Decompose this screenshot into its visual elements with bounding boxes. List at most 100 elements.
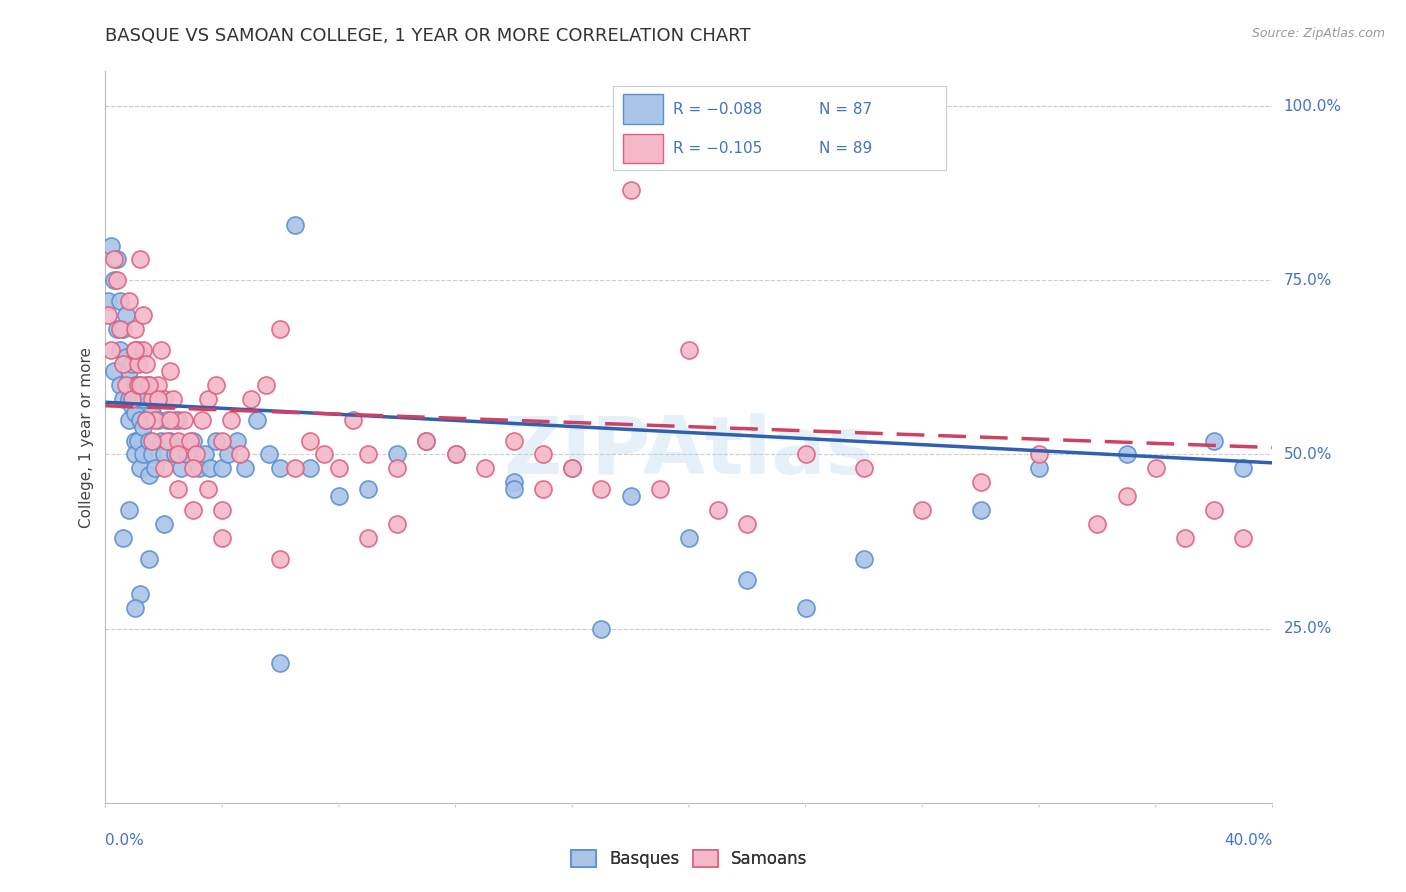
Point	[197, 392, 219, 406]
Point	[314, 448, 336, 462]
Point	[146, 392, 169, 406]
Point	[591, 622, 613, 636]
Text: ZIPAtlas: ZIPAtlas	[503, 413, 875, 491]
Point	[219, 412, 242, 426]
Point	[124, 343, 146, 357]
Point	[173, 412, 195, 426]
Point	[105, 252, 128, 267]
Point	[135, 412, 157, 426]
Point	[561, 461, 583, 475]
Point	[911, 503, 934, 517]
Point	[217, 448, 239, 462]
Point	[444, 448, 467, 462]
Point	[531, 483, 554, 497]
Point	[103, 364, 125, 378]
Point	[129, 587, 152, 601]
Point	[194, 448, 217, 462]
Point	[132, 392, 155, 406]
Point	[415, 434, 437, 448]
Point	[124, 434, 146, 448]
Point	[103, 273, 125, 287]
Point	[118, 503, 141, 517]
Point	[269, 657, 292, 671]
Point	[561, 461, 583, 475]
Point	[149, 434, 172, 448]
Point	[111, 322, 134, 336]
Point	[619, 183, 641, 197]
Point	[105, 273, 128, 287]
Point	[152, 461, 174, 475]
Point	[205, 377, 228, 392]
Point	[143, 412, 166, 426]
Point	[225, 434, 247, 448]
Point	[132, 308, 155, 322]
Point	[127, 392, 149, 406]
Point	[156, 412, 179, 426]
Point	[100, 343, 122, 357]
Point	[179, 434, 201, 448]
Point	[648, 483, 671, 497]
Point	[794, 448, 817, 462]
Point	[124, 600, 146, 615]
Point	[146, 412, 169, 426]
Point	[211, 461, 233, 475]
Point	[502, 475, 524, 490]
Point	[135, 377, 157, 392]
Point	[118, 392, 141, 406]
Point	[852, 461, 875, 475]
Point	[342, 412, 364, 426]
Point	[118, 294, 141, 309]
Point	[129, 377, 152, 392]
Point	[357, 448, 380, 462]
Point	[284, 461, 307, 475]
Point	[115, 350, 138, 364]
Point	[138, 434, 160, 448]
Point	[176, 448, 198, 462]
Point	[124, 322, 146, 336]
Point	[1174, 531, 1197, 545]
Point	[969, 475, 991, 490]
Point	[240, 392, 263, 406]
Point	[167, 412, 190, 426]
Point	[152, 448, 174, 462]
Point	[737, 517, 759, 532]
Point	[132, 419, 155, 434]
Point	[269, 461, 292, 475]
Point	[118, 412, 141, 426]
Point	[159, 434, 181, 448]
Point	[97, 294, 120, 309]
Text: BASQUE VS SAMOAN COLLEGE, 1 YEAR OR MORE CORRELATION CHART: BASQUE VS SAMOAN COLLEGE, 1 YEAR OR MORE…	[105, 27, 751, 45]
Point	[159, 364, 181, 378]
Point	[105, 322, 128, 336]
Point	[138, 377, 160, 392]
Point	[197, 483, 219, 497]
Point	[1085, 517, 1108, 532]
Point	[149, 343, 172, 357]
Point	[121, 357, 143, 371]
Point	[190, 412, 212, 426]
Point	[141, 392, 163, 406]
Point	[132, 343, 155, 357]
Point	[138, 552, 160, 566]
Point	[415, 434, 437, 448]
Point	[152, 517, 174, 532]
Point	[138, 468, 160, 483]
Point	[167, 434, 190, 448]
Point	[121, 392, 143, 406]
Point	[132, 448, 155, 462]
Point	[678, 343, 700, 357]
Point	[156, 434, 179, 448]
Point	[108, 343, 131, 357]
Point	[127, 377, 149, 392]
Point	[269, 552, 292, 566]
Point	[852, 552, 875, 566]
Point	[135, 412, 157, 426]
Point	[737, 573, 759, 587]
Point	[502, 483, 524, 497]
Point	[284, 218, 307, 232]
Point	[1232, 531, 1254, 545]
Point	[135, 357, 157, 371]
Point	[152, 392, 174, 406]
Text: 40.0%: 40.0%	[1225, 833, 1272, 848]
Point	[678, 531, 700, 545]
